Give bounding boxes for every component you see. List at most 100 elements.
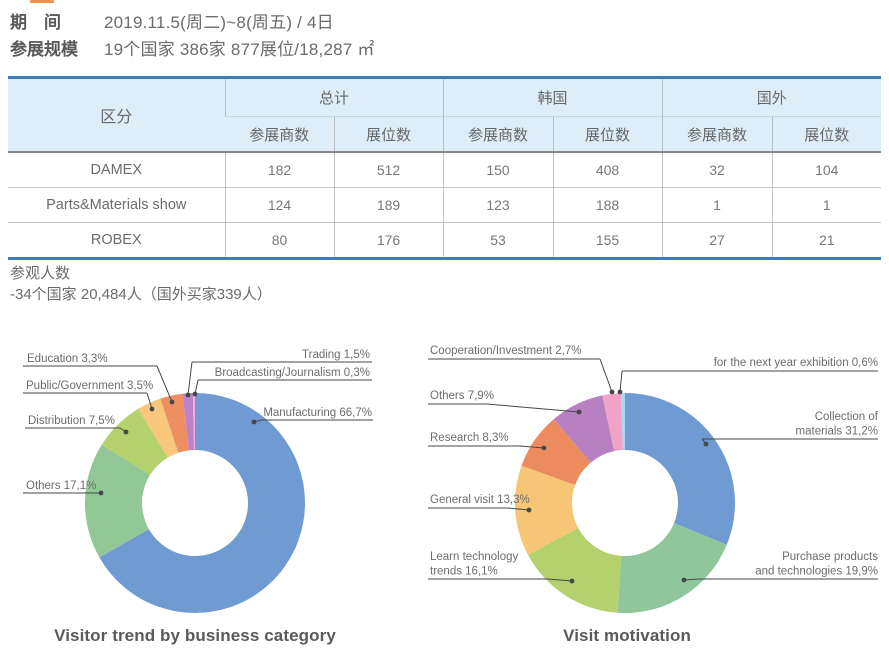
slice-label-collection-of-materials: materials 31,2% (796, 426, 878, 438)
value-cell: 408 (552, 152, 663, 188)
slice-label-public-government: Public/Government 3,5% (26, 380, 153, 392)
subheader-exhibitors: 参展商数 (661, 116, 773, 152)
leader-dot-distribution (123, 429, 129, 435)
donut-slice-learn-technology-trends (527, 527, 622, 613)
leader-dot-collection-of-materials (703, 441, 709, 447)
leader-line-others (486, 403, 580, 413)
donut-slice-education (160, 393, 190, 453)
slice-label-general-visit: General visit 13,3% (430, 494, 530, 506)
leader-dot-learn-technology-trends (569, 578, 575, 584)
visitor-count-detail: -34个国家 20,484人（国外买家339人） (10, 286, 272, 303)
donut-slice-trading (182, 393, 194, 451)
subheader-booths: 展位数 (333, 116, 444, 152)
value-cell: 124 (224, 187, 334, 223)
leader-dot-research (541, 445, 547, 451)
leader-line-research (519, 445, 545, 449)
table-header: 区分 总计 韩国 国外 参展商数 展位数 参展商数 展位数 参展商数 展位数 (8, 77, 882, 152)
slice-label-trading: Trading 1,5% (302, 349, 370, 361)
value-cell: 512 (333, 152, 444, 188)
exhibitor-stats-table: 区分 总计 韩国 国外 参展商数 展位数 参展商数 展位数 参展商数 展位数 D… (8, 76, 882, 260)
slice-label-learn-technology-trends: trends 16,1% (430, 566, 498, 578)
value-cell: 80 (224, 222, 334, 259)
leader-dot-trading (185, 392, 191, 398)
slice-label-manufacturing: Manufacturing 66,7% (263, 407, 372, 419)
value-cell: 150 (442, 152, 554, 188)
donut-slice-for-the-next-year-exhibition (620, 393, 625, 451)
leader-dot-cooperation-investment (609, 389, 615, 395)
group-header-foreign: 国外 (661, 77, 882, 117)
slice-label-collection-of-materials: Collection of (815, 411, 879, 423)
period-value: 2019.11.5(周二)~8(周五) / 4日 (104, 13, 334, 32)
slice-label-others: Others 7,9% (430, 390, 494, 402)
value-cell: 21 (771, 222, 882, 259)
slice-label-purchase-products-and-technologies: and technologies 19,9% (755, 566, 878, 578)
slice-label-distribution: Distribution 7,5% (28, 415, 115, 427)
leader-line-education (156, 365, 173, 403)
donut-slice-public-government (138, 398, 179, 458)
value-cell: 53 (442, 222, 554, 259)
donut-slice-research (521, 419, 591, 486)
leader-line-public-government (146, 392, 153, 410)
value-cell: 189 (333, 187, 444, 223)
left-chart-caption: Visitor trend by business category (54, 626, 336, 645)
slice-label-education: Education 3,3% (27, 353, 108, 365)
subheader-booths: 展位数 (771, 116, 882, 152)
leader-line-broadcasting-journalism (194, 379, 199, 395)
cropped-header-fragment (30, 0, 54, 3)
scale-value: 19个国家 386家 877展位/18,287 ㎡ (104, 40, 375, 59)
donut-slice-broadcasting-journalism (192, 393, 195, 451)
table-subheader-row: 参展商数 展位数 参展商数 展位数 参展商数 展位数 (8, 116, 882, 152)
scale-label: 参展规模 (10, 40, 78, 59)
table-row: ROBEX 80 176 53 155 27 21 (8, 222, 882, 259)
corner-header: 区分 (8, 77, 225, 152)
group-header-korea: 韩国 (442, 77, 663, 117)
donut-slice-general-visit (514, 465, 579, 555)
visitor-count-block: 参观人数 -34个国家 20,484人（国外买家339人） (10, 263, 272, 305)
leader-dot-education (169, 399, 175, 405)
leader-dot-for-the-next-year-exhibition (617, 389, 623, 395)
value-cell: 104 (771, 152, 882, 188)
leader-dot-others (98, 490, 104, 496)
donut-slice-cooperation-investment (602, 393, 623, 452)
info-row-scale: 参展规模 19个国家 386家 877展位/18,287 ㎡ (10, 36, 375, 63)
value-cell: 176 (333, 222, 444, 259)
leader-line-manufacturing (253, 419, 262, 423)
donut-slice-purchase-products-and-technologies (617, 523, 727, 614)
exhibition-info: 期 间 2019.11.5(周二)~8(周五) / 4日 参展规模 19个国家 … (10, 9, 375, 63)
leader-line-collection-of-materials (701, 438, 707, 445)
leader-dot-manufacturing (251, 419, 257, 425)
leader-dot-public-government (149, 406, 155, 412)
value-cell: 1 (771, 187, 882, 223)
subheader-exhibitors: 参展商数 (442, 116, 554, 152)
table-row: DAMEX 182 512 150 408 32 104 (8, 152, 882, 188)
slice-label-research: Research 8,3% (430, 432, 509, 444)
slice-label-for-the-next-year-exhibition: for the next year exhibition 0,6% (714, 357, 878, 369)
table-group-row: 区分 总计 韩国 国外 (8, 77, 882, 152)
right-chart-caption: Visit motivation (563, 626, 691, 645)
leader-line-distribution (119, 427, 127, 433)
row-name-cell: ROBEX (8, 222, 225, 259)
value-cell: 1 (661, 187, 773, 223)
slice-label-cooperation-investment: Cooperation/Investment 2,7% (430, 345, 582, 357)
group-header-total: 总计 (224, 77, 444, 117)
row-name-cell: DAMEX (90, 162, 143, 178)
leader-line-learn-technology-trends (547, 578, 573, 582)
subheader-exhibitors: 参展商数 (225, 116, 334, 152)
slice-label-others: Others 17,1% (26, 480, 96, 492)
value-cell: 123 (442, 187, 554, 223)
slice-label-purchase-products-and-technologies: Purchase products (782, 551, 878, 563)
value-cell: 182 (224, 152, 334, 188)
table-row: Parts&Materials show 124 189 123 188 1 1 (8, 187, 882, 223)
donut-slice-others (85, 444, 151, 558)
donut-chart-1: Collection of materials 31,2% Purchase pro… (428, 345, 879, 614)
visitor-count-title: 参观人数 (10, 265, 71, 282)
donut-slice-collection-of-materials (625, 393, 736, 545)
period-label: 期 间 (10, 13, 61, 32)
slice-label-broadcasting-journalism: Broadcasting/Journalism 0,3% (215, 367, 370, 379)
donut-slice-distribution (101, 408, 168, 475)
value-cell: 188 (552, 187, 663, 223)
subheader-booths: 展位数 (552, 116, 663, 152)
value-cell: 155 (552, 222, 663, 259)
info-row-period: 期 间 2019.11.5(周二)~8(周五) / 4日 (10, 9, 375, 36)
